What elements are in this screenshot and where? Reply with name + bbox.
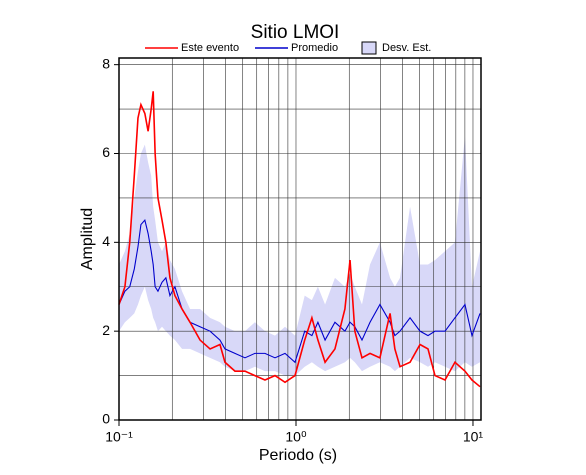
y-tick-label: 6 [102, 144, 110, 160]
y-tick-label: 2 [102, 322, 110, 338]
y-axis-label: Amplitud [79, 208, 96, 270]
legend-label: Promedio [291, 42, 338, 54]
y-tick-label: 8 [102, 55, 110, 71]
series-line [118, 218, 481, 364]
series-line [118, 91, 481, 388]
x-tick-label: 10⁻¹ [105, 429, 133, 445]
plot-frame [118, 57, 482, 421]
legend-label: Desv. Est. [382, 42, 431, 54]
chart-title: Sitio LMOI [251, 22, 340, 43]
legend-swatch [361, 41, 377, 55]
legend-label: Este evento [181, 42, 239, 54]
std-band [119, 135, 481, 376]
x-tick-label: 10¹ [463, 429, 484, 445]
y-tick-label: 4 [102, 233, 110, 249]
x-axis-label: Periodo (s) [259, 447, 337, 464]
y-tick-label: 0 [102, 411, 110, 427]
x-tick-label: 10⁰ [285, 429, 307, 445]
